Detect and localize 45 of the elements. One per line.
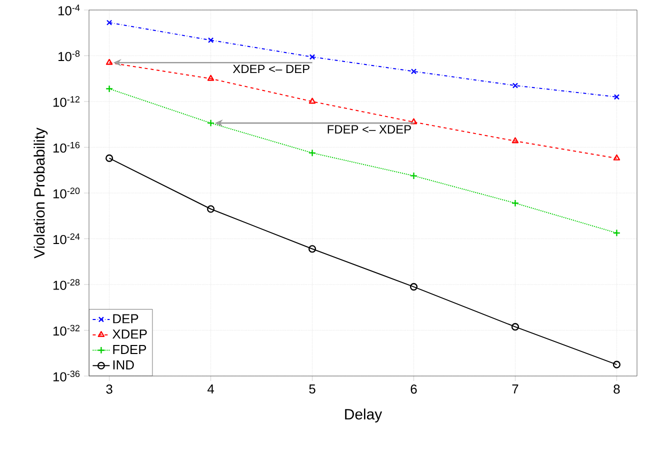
point (308, 98, 316, 104)
point (512, 82, 518, 88)
y-tick-label: 10$^{-36}$ (53, 370, 80, 382)
x-tick-label: 8 (614, 384, 620, 394)
x-tick-label: 6 (410, 384, 417, 394)
x-tick-label: 4 (207, 384, 214, 394)
x-tick-label: 5 (309, 384, 316, 394)
annotation: FDEP <– XDEP (328, 125, 411, 134)
y-tick-label: 10$^{-12}$ (53, 96, 80, 107)
y-axis-title: Violation Probability (34, 128, 48, 258)
annotation: XDEP <– DEP (232, 64, 310, 74)
point (613, 154, 620, 160)
point (512, 137, 519, 144)
point (308, 149, 316, 157)
point (308, 245, 316, 253)
legend-label: FDEP (113, 345, 146, 354)
x-tick-label: 3 (106, 384, 112, 394)
point (309, 54, 316, 60)
point (206, 119, 215, 127)
legend-label: IND (113, 360, 134, 370)
y-tick-label: 10$^{-20}$ (53, 188, 80, 198)
point (410, 283, 418, 291)
point (207, 74, 214, 81)
point (410, 118, 418, 124)
point (410, 68, 417, 74)
y-tick-label: 10$^{-16}$ (53, 142, 80, 153)
point (612, 229, 620, 237)
point (106, 20, 112, 26)
point (614, 94, 620, 100)
point (208, 37, 214, 44)
legend-label: DEP (113, 314, 138, 324)
y-tick-label: 10$^{-4}$ (58, 4, 80, 16)
x-tick-label: 7 (512, 384, 518, 394)
y-tick-label: 10$^{-32}$ (53, 324, 80, 336)
point (511, 199, 520, 207)
point (206, 205, 215, 213)
point (106, 58, 113, 65)
point (410, 172, 418, 180)
legend-label: XDEP (112, 330, 147, 339)
y-tick-label: 10$^{-24}$ (53, 233, 80, 244)
x-axis-title: Delay (345, 408, 382, 422)
point (106, 84, 114, 93)
point (511, 323, 520, 331)
y-tick-label: 10$^{-8}$ (58, 50, 80, 62)
y-tick-label: 10$^{-28}$ (53, 279, 80, 290)
